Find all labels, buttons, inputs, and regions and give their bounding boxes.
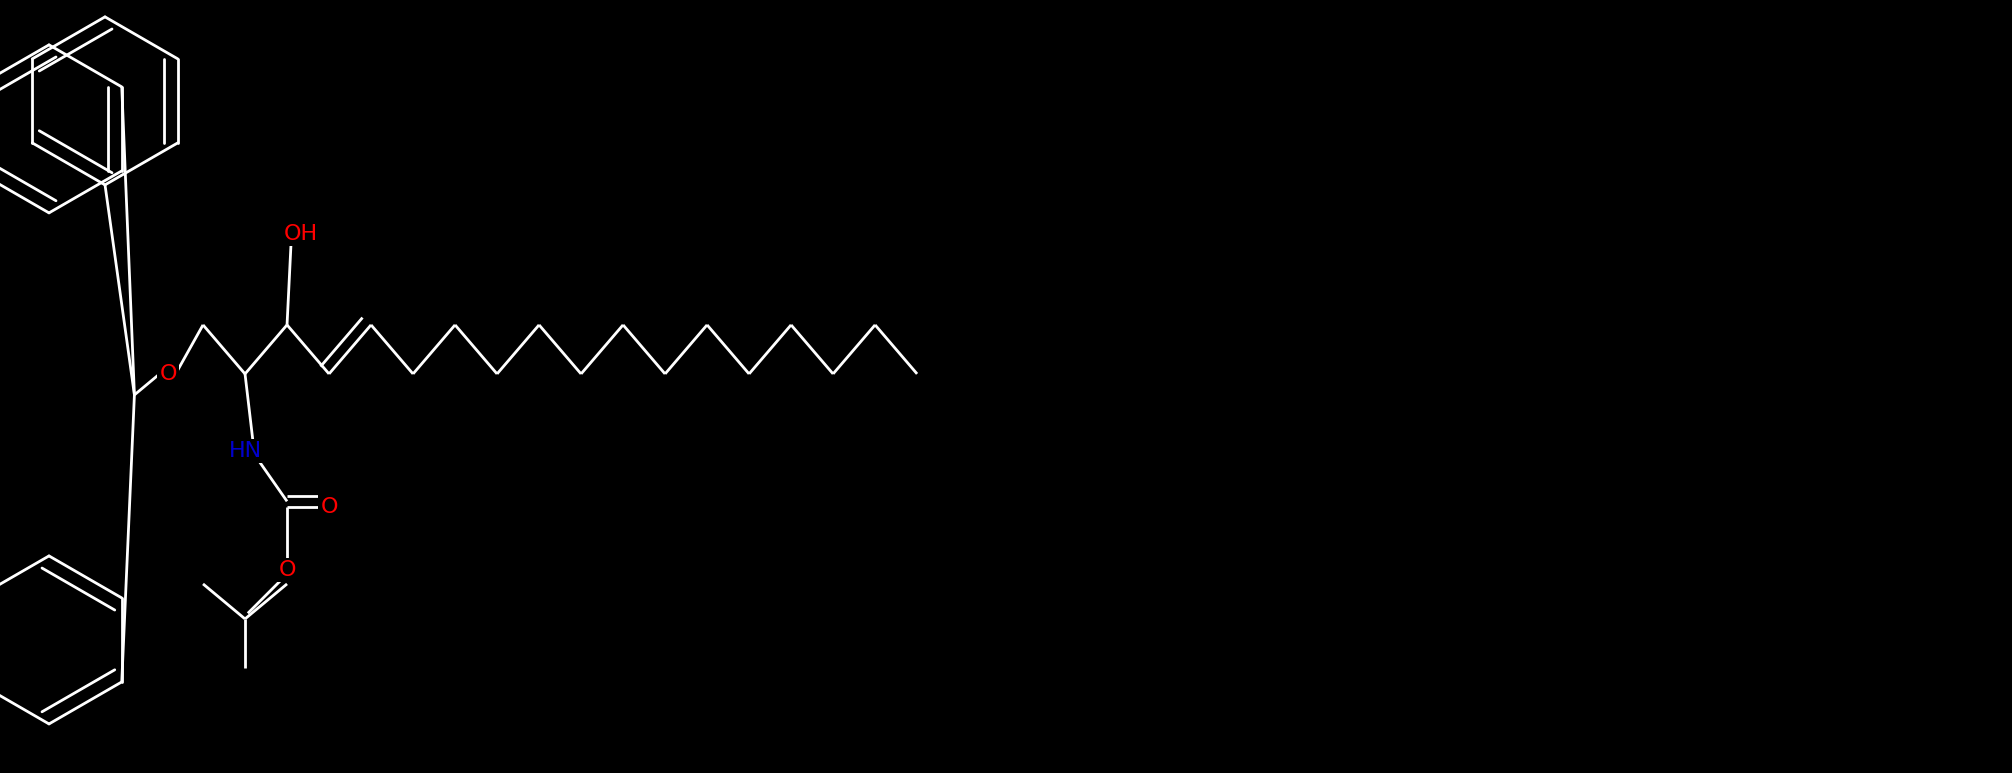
Text: O: O [320, 497, 338, 517]
Text: O: O [159, 364, 177, 384]
Text: OH: OH [284, 224, 318, 244]
Text: O: O [278, 560, 296, 580]
Text: HN: HN [229, 441, 262, 461]
